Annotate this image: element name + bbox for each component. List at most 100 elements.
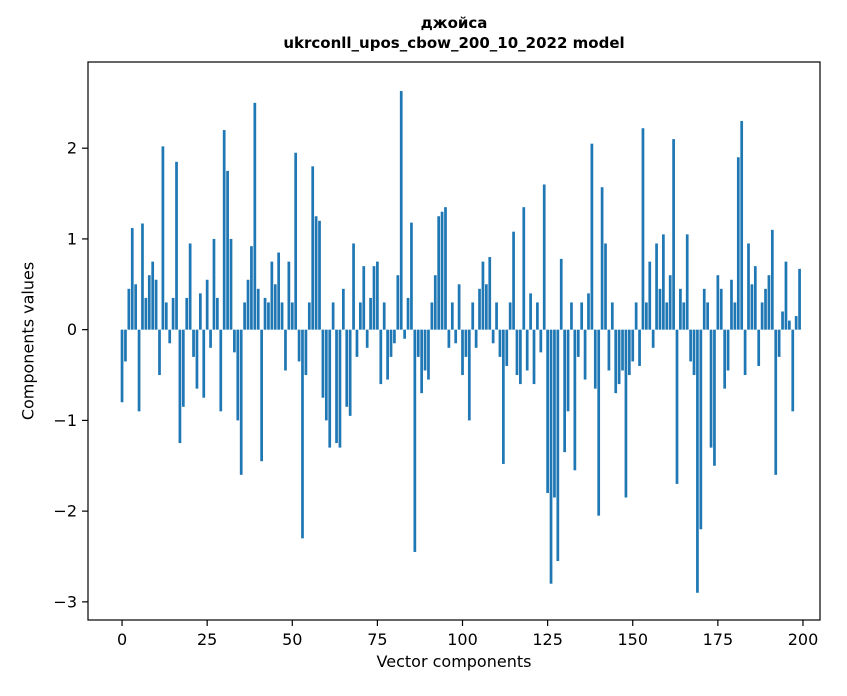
bar	[576, 329, 580, 357]
bar	[457, 284, 461, 330]
bar	[416, 329, 420, 357]
bar	[433, 275, 437, 330]
bar	[216, 297, 219, 330]
bar	[260, 329, 263, 462]
bar	[495, 302, 498, 330]
axes-frame	[87, 61, 821, 621]
bar	[478, 288, 481, 330]
bar	[447, 329, 451, 348]
bar	[287, 261, 291, 330]
bar	[243, 302, 246, 330]
bar	[733, 302, 737, 330]
bar	[365, 329, 369, 348]
bar	[239, 329, 243, 475]
bar	[437, 216, 441, 330]
bar	[604, 243, 607, 330]
bar	[791, 329, 795, 412]
bar	[352, 243, 355, 330]
bar	[444, 207, 447, 330]
bar	[134, 284, 138, 330]
chart-title-line-1: джойса	[420, 14, 488, 32]
bar	[318, 220, 321, 330]
bar	[522, 207, 526, 330]
bar	[471, 302, 475, 330]
bar	[168, 329, 172, 344]
x-tick-label: 75	[367, 630, 387, 649]
bar	[627, 329, 631, 376]
bar	[467, 329, 471, 421]
bar	[658, 288, 662, 330]
bar	[130, 228, 134, 330]
bar	[546, 329, 549, 493]
bar	[512, 231, 515, 330]
bar	[321, 329, 325, 398]
bar	[161, 146, 165, 330]
bar	[713, 329, 716, 466]
bar	[484, 284, 488, 330]
bar	[515, 329, 519, 376]
bar	[164, 302, 168, 330]
y-tick-label: 2	[67, 139, 77, 158]
bar	[675, 329, 679, 484]
bar	[770, 229, 774, 330]
bar	[181, 329, 185, 407]
bar	[263, 297, 267, 330]
bar	[372, 266, 376, 330]
bar	[634, 302, 638, 330]
bar	[777, 329, 781, 357]
x-tick-label: 125	[532, 630, 563, 649]
bar	[250, 246, 253, 330]
bar	[651, 329, 655, 348]
bar	[621, 329, 624, 371]
bar	[297, 329, 301, 362]
bar	[716, 275, 720, 330]
y-axis-label: Components values	[18, 261, 38, 421]
bar	[542, 184, 546, 330]
bar	[226, 170, 229, 330]
bar	[382, 302, 386, 330]
bar	[270, 261, 274, 330]
bar	[338, 329, 342, 448]
bar	[753, 266, 757, 330]
bar	[212, 238, 216, 330]
bar	[668, 275, 672, 330]
y-tick-label: −2	[53, 502, 77, 521]
bar	[324, 329, 328, 421]
bar	[294, 152, 298, 330]
bar	[450, 302, 454, 330]
bar	[379, 329, 383, 385]
bar	[430, 302, 434, 330]
bar	[682, 302, 686, 330]
bar	[406, 297, 410, 330]
y-tick-label: 0	[67, 320, 77, 339]
bar	[665, 302, 669, 330]
bar	[154, 279, 158, 330]
bar	[192, 329, 195, 357]
bar	[403, 329, 406, 339]
bar	[488, 257, 492, 330]
bar	[202, 329, 206, 398]
bar	[631, 329, 635, 362]
bar	[362, 266, 366, 330]
bar	[570, 302, 573, 330]
bar	[590, 143, 594, 330]
bar	[624, 329, 628, 498]
bar	[583, 329, 587, 380]
bar	[348, 329, 352, 416]
bar	[760, 302, 764, 330]
bar	[502, 329, 505, 464]
bar	[307, 302, 311, 330]
bar	[788, 320, 791, 330]
x-tick-label: 25	[197, 630, 217, 649]
bar	[662, 234, 665, 330]
bar	[740, 120, 744, 330]
bar	[525, 329, 529, 371]
bar	[474, 329, 478, 348]
bar	[702, 288, 706, 330]
bar	[410, 222, 413, 330]
bar	[607, 329, 611, 371]
bar	[730, 279, 733, 330]
bar	[723, 329, 727, 389]
bar	[566, 329, 570, 412]
